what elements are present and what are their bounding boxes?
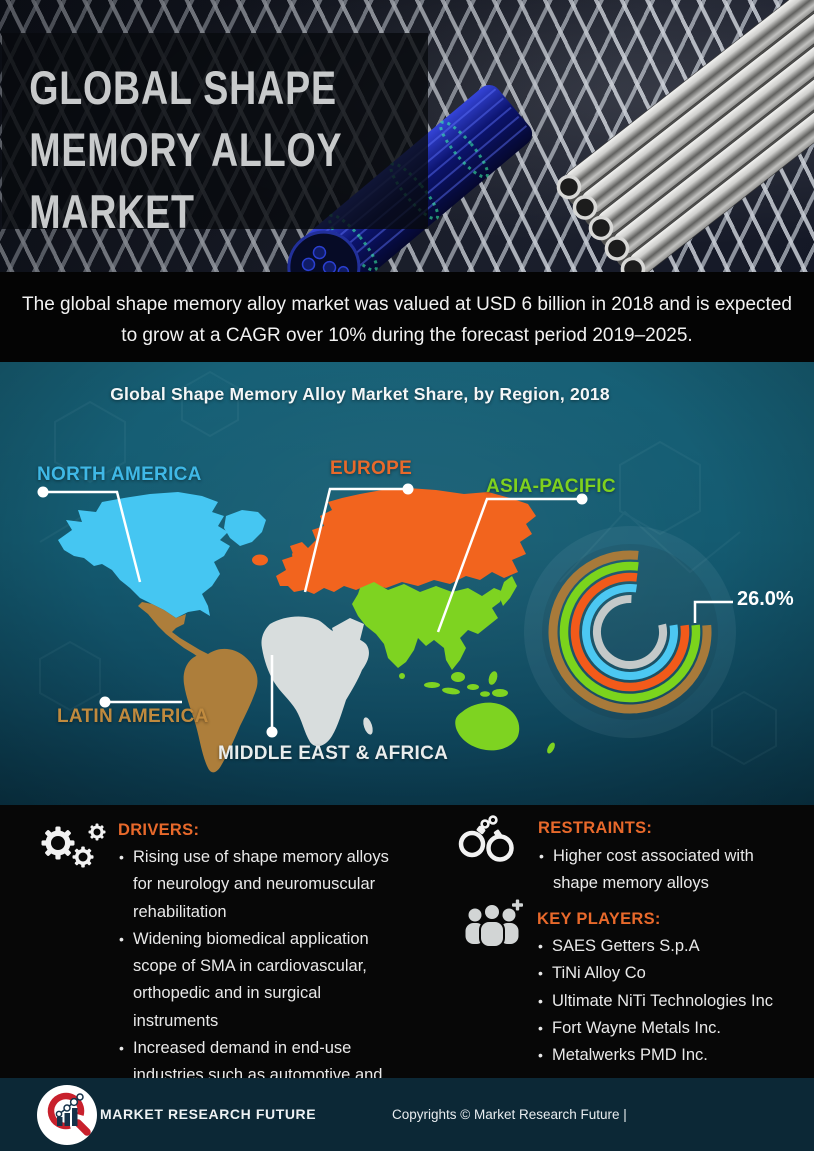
key-player-item: TiNi Alloy Co (537, 960, 799, 988)
region-central-america-shape (138, 602, 208, 660)
gears-icon (41, 823, 106, 868)
region-sea-islands-shape (399, 671, 508, 697)
footer-bar: MARKET RESEARCH FUTURE Copyrights © Mark… (0, 1078, 814, 1151)
leader-lines (37, 483, 733, 738)
key-player-item: SAES Getters S.p.A (537, 933, 799, 961)
region-europe-russia-shape (276, 488, 536, 594)
region-iceland-shape (252, 554, 268, 566)
share-callout-value: 26.0% (737, 588, 794, 610)
summary-line-1: The global shape memory alloy market was… (22, 294, 792, 315)
region-uk-shape (292, 544, 306, 567)
region-greenland-shape (224, 510, 266, 546)
key-players-icon (465, 899, 523, 948)
region-africa-shape (261, 616, 369, 747)
drivers-list: Rising use of shape memory alloys for ne… (118, 844, 402, 1117)
page-title-line: MARKET (29, 185, 195, 238)
key-player-item: Ultimate NiTi Technologies Inc (537, 988, 799, 1016)
label-middle-east-africa: MIDDLE EAST & AFRICA (218, 743, 449, 764)
world-map (58, 488, 555, 773)
page-title: GLOBAL SHAPE MEMORY ALLOY MARKET (2, 33, 343, 243)
market-share-map-section: Global Shape Memory Alloy Market Share, … (0, 362, 814, 805)
region-arabia-shape (332, 618, 364, 652)
key-players-heading: KEY PLAYERS: (537, 910, 661, 928)
driver-item: Rising use of shape memory alloys for ne… (118, 844, 402, 926)
steel-tubes-photo (556, 0, 814, 272)
region-australia-shape (455, 702, 520, 751)
region-japan-shape (499, 576, 517, 606)
region-madagascar-shape (363, 717, 373, 735)
ring-north-america (582, 584, 678, 680)
brand-name: MARKET RESEARCH FUTURE (100, 1106, 317, 1122)
mrfr-logo (37, 1085, 97, 1145)
label-latin-america: LATIN AMERICA (57, 706, 209, 727)
region-asia-shape (352, 582, 504, 670)
callout-line (693, 600, 733, 623)
summary-line-2: to grow at a CAGR over 10% during the fo… (121, 325, 693, 346)
intro-band: The global shape memory alloy market was… (0, 272, 814, 362)
copyright-text: Copyrights © Market Research Future | ww… (392, 1107, 627, 1122)
region-nz-shape (547, 742, 555, 754)
key-player-item: Metalwerks PMD Inc. (537, 1042, 799, 1070)
restraints-heading: RESTRAINTS: (538, 819, 653, 837)
title-overlay: GLOBAL SHAPE MEMORY ALLOY MARKET (2, 33, 428, 238)
header-banner: GLOBAL SHAPE MEMORY ALLOY MARKET (0, 0, 814, 272)
restraints-list: Higher cost associated with shape memory… (538, 843, 790, 898)
drivers-restraints-section: DRIVERS: Rising use of shape memory allo… (0, 805, 814, 1112)
restraint-item: Higher cost associated with shape memory… (538, 843, 790, 898)
handcuffs-icon (458, 815, 514, 862)
region-north-america-shape (58, 492, 230, 618)
page-title-line: GLOBAL SHAPE (29, 61, 337, 114)
label-north-america: NORTH AMERICA (37, 464, 202, 485)
driver-item: Widening biomedical application scope of… (118, 926, 402, 1035)
drivers-heading: DRIVERS: (118, 821, 200, 839)
region-south-america-shape (183, 648, 258, 773)
region-share-radial-chart (524, 526, 736, 738)
label-asia-pacific: ASIA-PACIFIC (486, 476, 616, 497)
market-summary-text: The global shape memory alloy market was… (0, 272, 814, 351)
key-players-list: SAES Getters S.p.A TiNi Alloy Co Ultimat… (537, 933, 799, 1070)
chart-title: Global Shape Memory Alloy Market Share, … (110, 384, 610, 404)
page-title-line: MEMORY ALLOY (29, 123, 343, 176)
key-player-item: Fort Wayne Metals Inc. (537, 1015, 799, 1043)
ring-asia-pacific (559, 561, 701, 703)
label-europe: EUROPE (330, 458, 413, 479)
